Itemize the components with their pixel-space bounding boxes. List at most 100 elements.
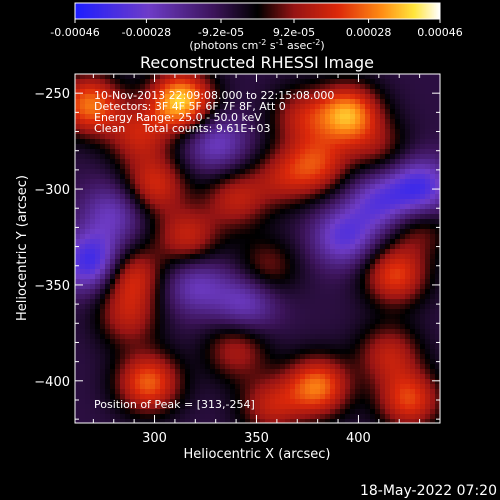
heatmap-cell xyxy=(185,274,191,280)
heatmap-cell xyxy=(245,149,251,155)
heatmap-cell xyxy=(155,269,161,275)
heatmap-cell xyxy=(310,194,316,200)
heatmap-cell xyxy=(410,209,416,215)
heatmap-cell xyxy=(105,244,111,250)
heatmap-cell xyxy=(135,224,141,230)
heatmap-cell xyxy=(140,184,146,190)
heatmap-cell xyxy=(390,129,396,135)
heatmap-cell xyxy=(265,204,271,210)
heatmap-cell xyxy=(345,154,351,160)
heatmap-cell xyxy=(180,249,186,255)
colorbar-segment xyxy=(166,3,168,19)
heatmap-cell xyxy=(420,304,426,310)
heatmap-cell xyxy=(120,319,126,325)
heatmap-cell xyxy=(115,344,121,350)
heatmap-cell xyxy=(100,354,106,360)
heatmap-cell xyxy=(170,339,176,345)
heatmap-cell xyxy=(280,354,286,360)
colorbar: -0.00046 -0.00028 -9.2e-05 9.2e-05 0.00028 0.… xyxy=(50,2,463,52)
heatmap-cell xyxy=(320,319,326,325)
heatmap-cell xyxy=(100,304,106,310)
heatmap-cell xyxy=(135,174,141,180)
colorbar-segment xyxy=(261,3,263,19)
heatmap-cell xyxy=(200,219,206,225)
heatmap-cell xyxy=(210,159,216,165)
heatmap-cell xyxy=(280,299,286,305)
heatmap-cell xyxy=(325,164,331,170)
heatmap-cell xyxy=(290,319,296,325)
colorbar-segment xyxy=(195,3,197,19)
heatmap-cell xyxy=(360,299,366,305)
heatmap-cell xyxy=(140,284,146,290)
heatmap-cell xyxy=(110,229,116,235)
heatmap-cell xyxy=(250,184,256,190)
heatmap-cell xyxy=(360,369,366,375)
heatmap-cell xyxy=(310,249,316,255)
heatmap-cell xyxy=(95,299,101,305)
heatmap-cell xyxy=(295,109,301,115)
heatmap-cell xyxy=(215,244,221,250)
heatmap-cell xyxy=(135,314,141,320)
heatmap-cell xyxy=(105,234,111,240)
heatmap-cell xyxy=(320,289,326,295)
heatmap-cell xyxy=(305,334,311,340)
heatmap-cell xyxy=(215,229,221,235)
heatmap-cell xyxy=(85,204,91,210)
heatmap-cell xyxy=(305,354,311,360)
heatmap-cell xyxy=(140,379,146,385)
heatmap-cell xyxy=(375,174,381,180)
heatmap-cell xyxy=(390,234,396,240)
heatmap-cell xyxy=(395,344,401,350)
heatmap-cell xyxy=(325,89,331,95)
heatmap-cell xyxy=(385,154,391,160)
heatmap-cell xyxy=(185,129,191,135)
heatmap-cell xyxy=(155,209,161,215)
heatmap-cell xyxy=(385,299,391,305)
colorbar-segment xyxy=(129,3,131,19)
heatmap-cell xyxy=(265,339,271,345)
heatmap-cell xyxy=(435,144,441,150)
heatmap-cell xyxy=(320,304,326,310)
heatmap-cell xyxy=(305,264,311,270)
heatmap-cell xyxy=(385,174,391,180)
heatmap-cell xyxy=(355,174,361,180)
heatmap-cell xyxy=(320,209,326,215)
heatmap-cell xyxy=(115,304,121,310)
heatmap-cell xyxy=(345,289,351,295)
heatmap-cell xyxy=(215,89,221,95)
heatmap-cell xyxy=(305,314,311,320)
heatmap-cell xyxy=(180,134,186,140)
heatmap-cell xyxy=(185,354,191,360)
heatmap-cell xyxy=(260,199,266,205)
heatmap-cell xyxy=(205,104,211,110)
heatmap-cell xyxy=(80,254,86,260)
heatmap-cell xyxy=(300,239,306,245)
heatmap-cell xyxy=(305,104,311,110)
colorbar-segment xyxy=(314,3,316,19)
heatmap-cell xyxy=(155,184,161,190)
heatmap-cell xyxy=(275,384,281,390)
heatmap-cell xyxy=(80,339,86,345)
heatmap-cell xyxy=(370,279,376,285)
heatmap-cell xyxy=(140,279,146,285)
heatmap-cell xyxy=(100,234,106,240)
heatmap-cell xyxy=(410,344,416,350)
heatmap-cell xyxy=(360,384,366,390)
heatmap-cell xyxy=(415,254,421,260)
heatmap-cell xyxy=(115,109,121,115)
heatmap-cell xyxy=(185,329,191,335)
heatmap-cell xyxy=(215,344,221,350)
heatmap-cell xyxy=(330,304,336,310)
heatmap-cell xyxy=(195,194,201,200)
heatmap-cell xyxy=(230,79,236,85)
heatmap-cell xyxy=(140,204,146,210)
heatmap-cell xyxy=(275,354,281,360)
heatmap-cell xyxy=(80,304,86,310)
heatmap-cell xyxy=(150,354,156,360)
heatmap-cell xyxy=(350,139,356,145)
heatmap-cell xyxy=(140,389,146,395)
colorbar-segment xyxy=(304,3,306,19)
heatmap-cell xyxy=(110,169,116,175)
heatmap-cell xyxy=(315,249,321,255)
colorbar-segment xyxy=(197,3,199,19)
